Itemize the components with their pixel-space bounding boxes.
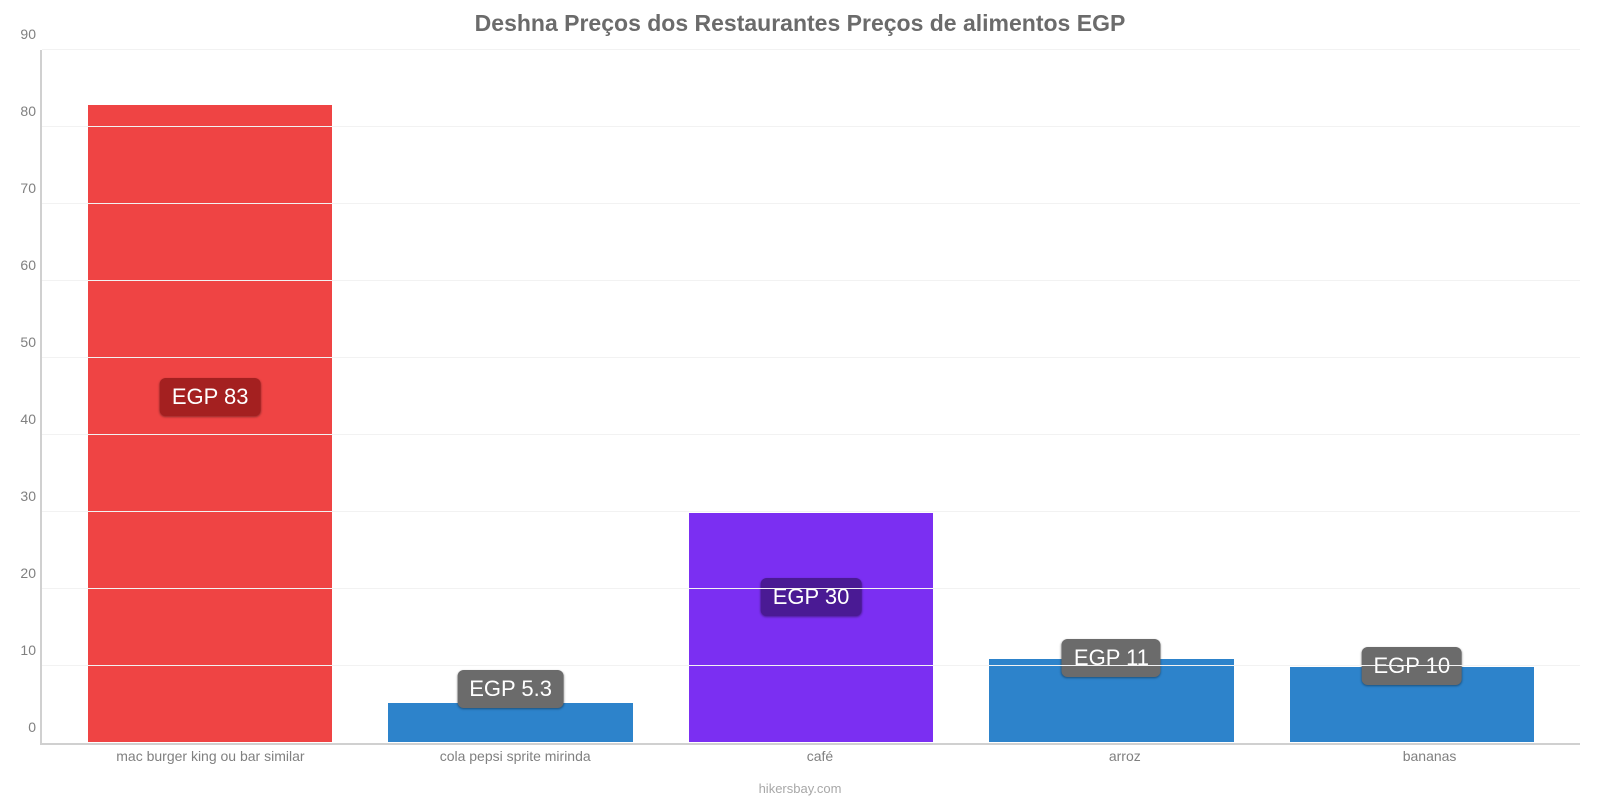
- y-tick-label: 10: [2, 642, 36, 658]
- plot-area: EGP 83EGP 5.3EGP 30EGP 11EGP 10 01020304…: [40, 50, 1580, 745]
- x-axis-label: cola pepsi sprite mirinda: [363, 748, 668, 764]
- y-tick-label: 90: [2, 26, 36, 42]
- y-tick-label: 50: [2, 334, 36, 350]
- bar-slot: EGP 11: [961, 50, 1261, 743]
- bar-slot: EGP 10: [1262, 50, 1562, 743]
- gridline: [42, 588, 1580, 589]
- value-badge: EGP 10: [1362, 647, 1463, 685]
- y-tick-label: 0: [2, 719, 36, 735]
- bar-slot: EGP 83: [60, 50, 360, 743]
- price-bar-chart: Deshna Preços dos Restaurantes Preços de…: [0, 0, 1600, 800]
- gridline: [42, 357, 1580, 358]
- y-tick-label: 20: [2, 565, 36, 581]
- gridline: [42, 126, 1580, 127]
- x-axis-label: café: [668, 748, 973, 764]
- gridline: [42, 665, 1580, 666]
- value-badge: EGP 30: [761, 578, 862, 616]
- value-badge: EGP 83: [160, 378, 261, 416]
- value-badge: EGP 11: [1062, 639, 1161, 677]
- gridline: [42, 511, 1580, 512]
- gridline: [42, 280, 1580, 281]
- x-axis-label: arroz: [972, 748, 1277, 764]
- x-axis-labels: mac burger king ou bar similarcola pepsi…: [58, 748, 1582, 764]
- y-tick-label: 40: [2, 411, 36, 427]
- y-tick-label: 30: [2, 488, 36, 504]
- chart-title: Deshna Preços dos Restaurantes Preços de…: [0, 0, 1600, 37]
- bar-slot: EGP 5.3: [360, 50, 660, 743]
- x-axis-label: mac burger king ou bar similar: [58, 748, 363, 764]
- y-tick-label: 60: [2, 257, 36, 273]
- bars-container: EGP 83 EGP 5.3 EGP 30 EGP 11 EGP 10: [60, 50, 1562, 743]
- y-tick-label: 70: [2, 180, 36, 196]
- gridline: [42, 49, 1580, 50]
- gridline: [42, 434, 1580, 435]
- bar: [688, 512, 934, 743]
- gridline: [42, 203, 1580, 204]
- value-badge: EGP 5.3: [457, 670, 564, 708]
- x-axis-label: bananas: [1277, 748, 1582, 764]
- bar-slot: EGP 30: [661, 50, 961, 743]
- plot-inner: EGP 83EGP 5.3EGP 30EGP 11EGP 10 01020304…: [40, 50, 1580, 745]
- bar: [387, 702, 633, 743]
- y-tick-label: 80: [2, 103, 36, 119]
- bar: [87, 104, 333, 743]
- chart-credit: hikersbay.com: [0, 781, 1600, 796]
